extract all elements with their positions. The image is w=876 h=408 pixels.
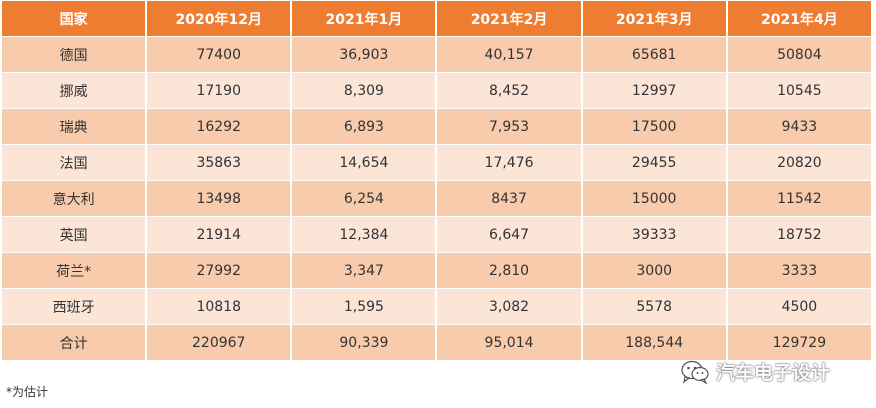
wechat-icon bbox=[681, 360, 709, 385]
header-month: 2020年12月 bbox=[147, 1, 291, 36]
cell-value: 1,595 bbox=[292, 289, 436, 324]
table-row: 瑞典 16292 6,893 7,953 17500 9433 bbox=[2, 109, 871, 144]
cell-value: 36,903 bbox=[292, 37, 436, 72]
cell-value: 50804 bbox=[727, 37, 871, 72]
table-row: 挪威 17190 8,309 8,452 12997 10545 bbox=[2, 73, 871, 108]
cell-country: 法国 bbox=[2, 145, 146, 180]
cell-value: 17500 bbox=[582, 109, 726, 144]
cell-value: 8,309 bbox=[292, 73, 436, 108]
cell-value: 13498 bbox=[147, 181, 291, 216]
cell-country: 挪威 bbox=[2, 73, 146, 108]
cell-total-label: 合计 bbox=[2, 325, 146, 360]
cell-value: 3,347 bbox=[292, 253, 436, 288]
cell-country: 西班牙 bbox=[2, 289, 146, 324]
header-month: 2021年3月 bbox=[582, 1, 726, 36]
cell-value: 18752 bbox=[727, 217, 871, 252]
header-country: 国家 bbox=[2, 1, 146, 36]
table-row: 法国 35863 14,654 17,476 29455 20820 bbox=[2, 145, 871, 180]
header-month: 2021年4月 bbox=[727, 1, 871, 36]
cell-value: 77400 bbox=[147, 37, 291, 72]
cell-value: 3,082 bbox=[437, 289, 581, 324]
cell-value: 17,476 bbox=[437, 145, 581, 180]
table-header-row: 国家 2020年12月 2021年1月 2021年2月 2021年3月 2021… bbox=[2, 1, 871, 36]
table-total-row: 合计 220967 90,339 95,014 188,544 129729 bbox=[2, 325, 871, 360]
cell-total-value: 188,544 bbox=[582, 325, 726, 360]
cell-value: 4500 bbox=[727, 289, 871, 324]
table-row: 德国 77400 36,903 40,157 65681 50804 bbox=[2, 37, 871, 72]
cell-value: 35863 bbox=[147, 145, 291, 180]
cell-country: 英国 bbox=[2, 217, 146, 252]
cell-value: 65681 bbox=[582, 37, 726, 72]
cell-country: 荷兰* bbox=[2, 253, 146, 288]
cell-value: 27992 bbox=[147, 253, 291, 288]
cell-value: 7,953 bbox=[437, 109, 581, 144]
table-row: 英国 21914 12,384 6,647 39333 18752 bbox=[2, 217, 871, 252]
cell-value: 6,254 bbox=[292, 181, 436, 216]
cell-value: 10818 bbox=[147, 289, 291, 324]
header-month: 2021年2月 bbox=[437, 1, 581, 36]
cell-value: 39333 bbox=[582, 217, 726, 252]
cell-value: 8,452 bbox=[437, 73, 581, 108]
cell-value: 15000 bbox=[582, 181, 726, 216]
cell-value: 10545 bbox=[727, 73, 871, 108]
cell-value: 8437 bbox=[437, 181, 581, 216]
cell-country: 意大利 bbox=[2, 181, 146, 216]
cell-total-value: 129729 bbox=[727, 325, 871, 360]
cell-value: 6,647 bbox=[437, 217, 581, 252]
cell-value: 2,810 bbox=[437, 253, 581, 288]
cell-value: 20820 bbox=[727, 145, 871, 180]
footnote: *为估计 bbox=[6, 385, 49, 399]
cell-value: 21914 bbox=[147, 217, 291, 252]
sales-table: 国家 2020年12月 2021年1月 2021年2月 2021年3月 2021… bbox=[2, 1, 871, 360]
cell-total-value: 95,014 bbox=[437, 325, 581, 360]
table-row: 荷兰* 27992 3,347 2,810 3000 3333 bbox=[2, 253, 871, 288]
cell-value: 3000 bbox=[582, 253, 726, 288]
cell-value: 6,893 bbox=[292, 109, 436, 144]
cell-value: 14,654 bbox=[292, 145, 436, 180]
cell-value: 9433 bbox=[727, 109, 871, 144]
cell-value: 12997 bbox=[582, 73, 726, 108]
cell-value: 11542 bbox=[727, 181, 871, 216]
cell-value: 40,157 bbox=[437, 37, 581, 72]
cell-value: 16292 bbox=[147, 109, 291, 144]
cell-value: 29455 bbox=[582, 145, 726, 180]
cell-value: 12,384 bbox=[292, 217, 436, 252]
cell-country: 德国 bbox=[2, 37, 146, 72]
watermark: 汽车电子设计 bbox=[680, 358, 830, 385]
cell-value: 17190 bbox=[147, 73, 291, 108]
table-row: 意大利 13498 6,254 8437 15000 11542 bbox=[2, 181, 871, 216]
cell-total-value: 220967 bbox=[147, 325, 291, 360]
cell-country: 瑞典 bbox=[2, 109, 146, 144]
table-row: 西班牙 10818 1,595 3,082 5578 4500 bbox=[2, 289, 871, 324]
header-month: 2021年1月 bbox=[292, 1, 436, 36]
watermark-text: 汽车电子设计 bbox=[716, 362, 831, 384]
cell-total-value: 90,339 bbox=[292, 325, 436, 360]
cell-value: 3333 bbox=[727, 253, 871, 288]
cell-value: 5578 bbox=[582, 289, 726, 324]
